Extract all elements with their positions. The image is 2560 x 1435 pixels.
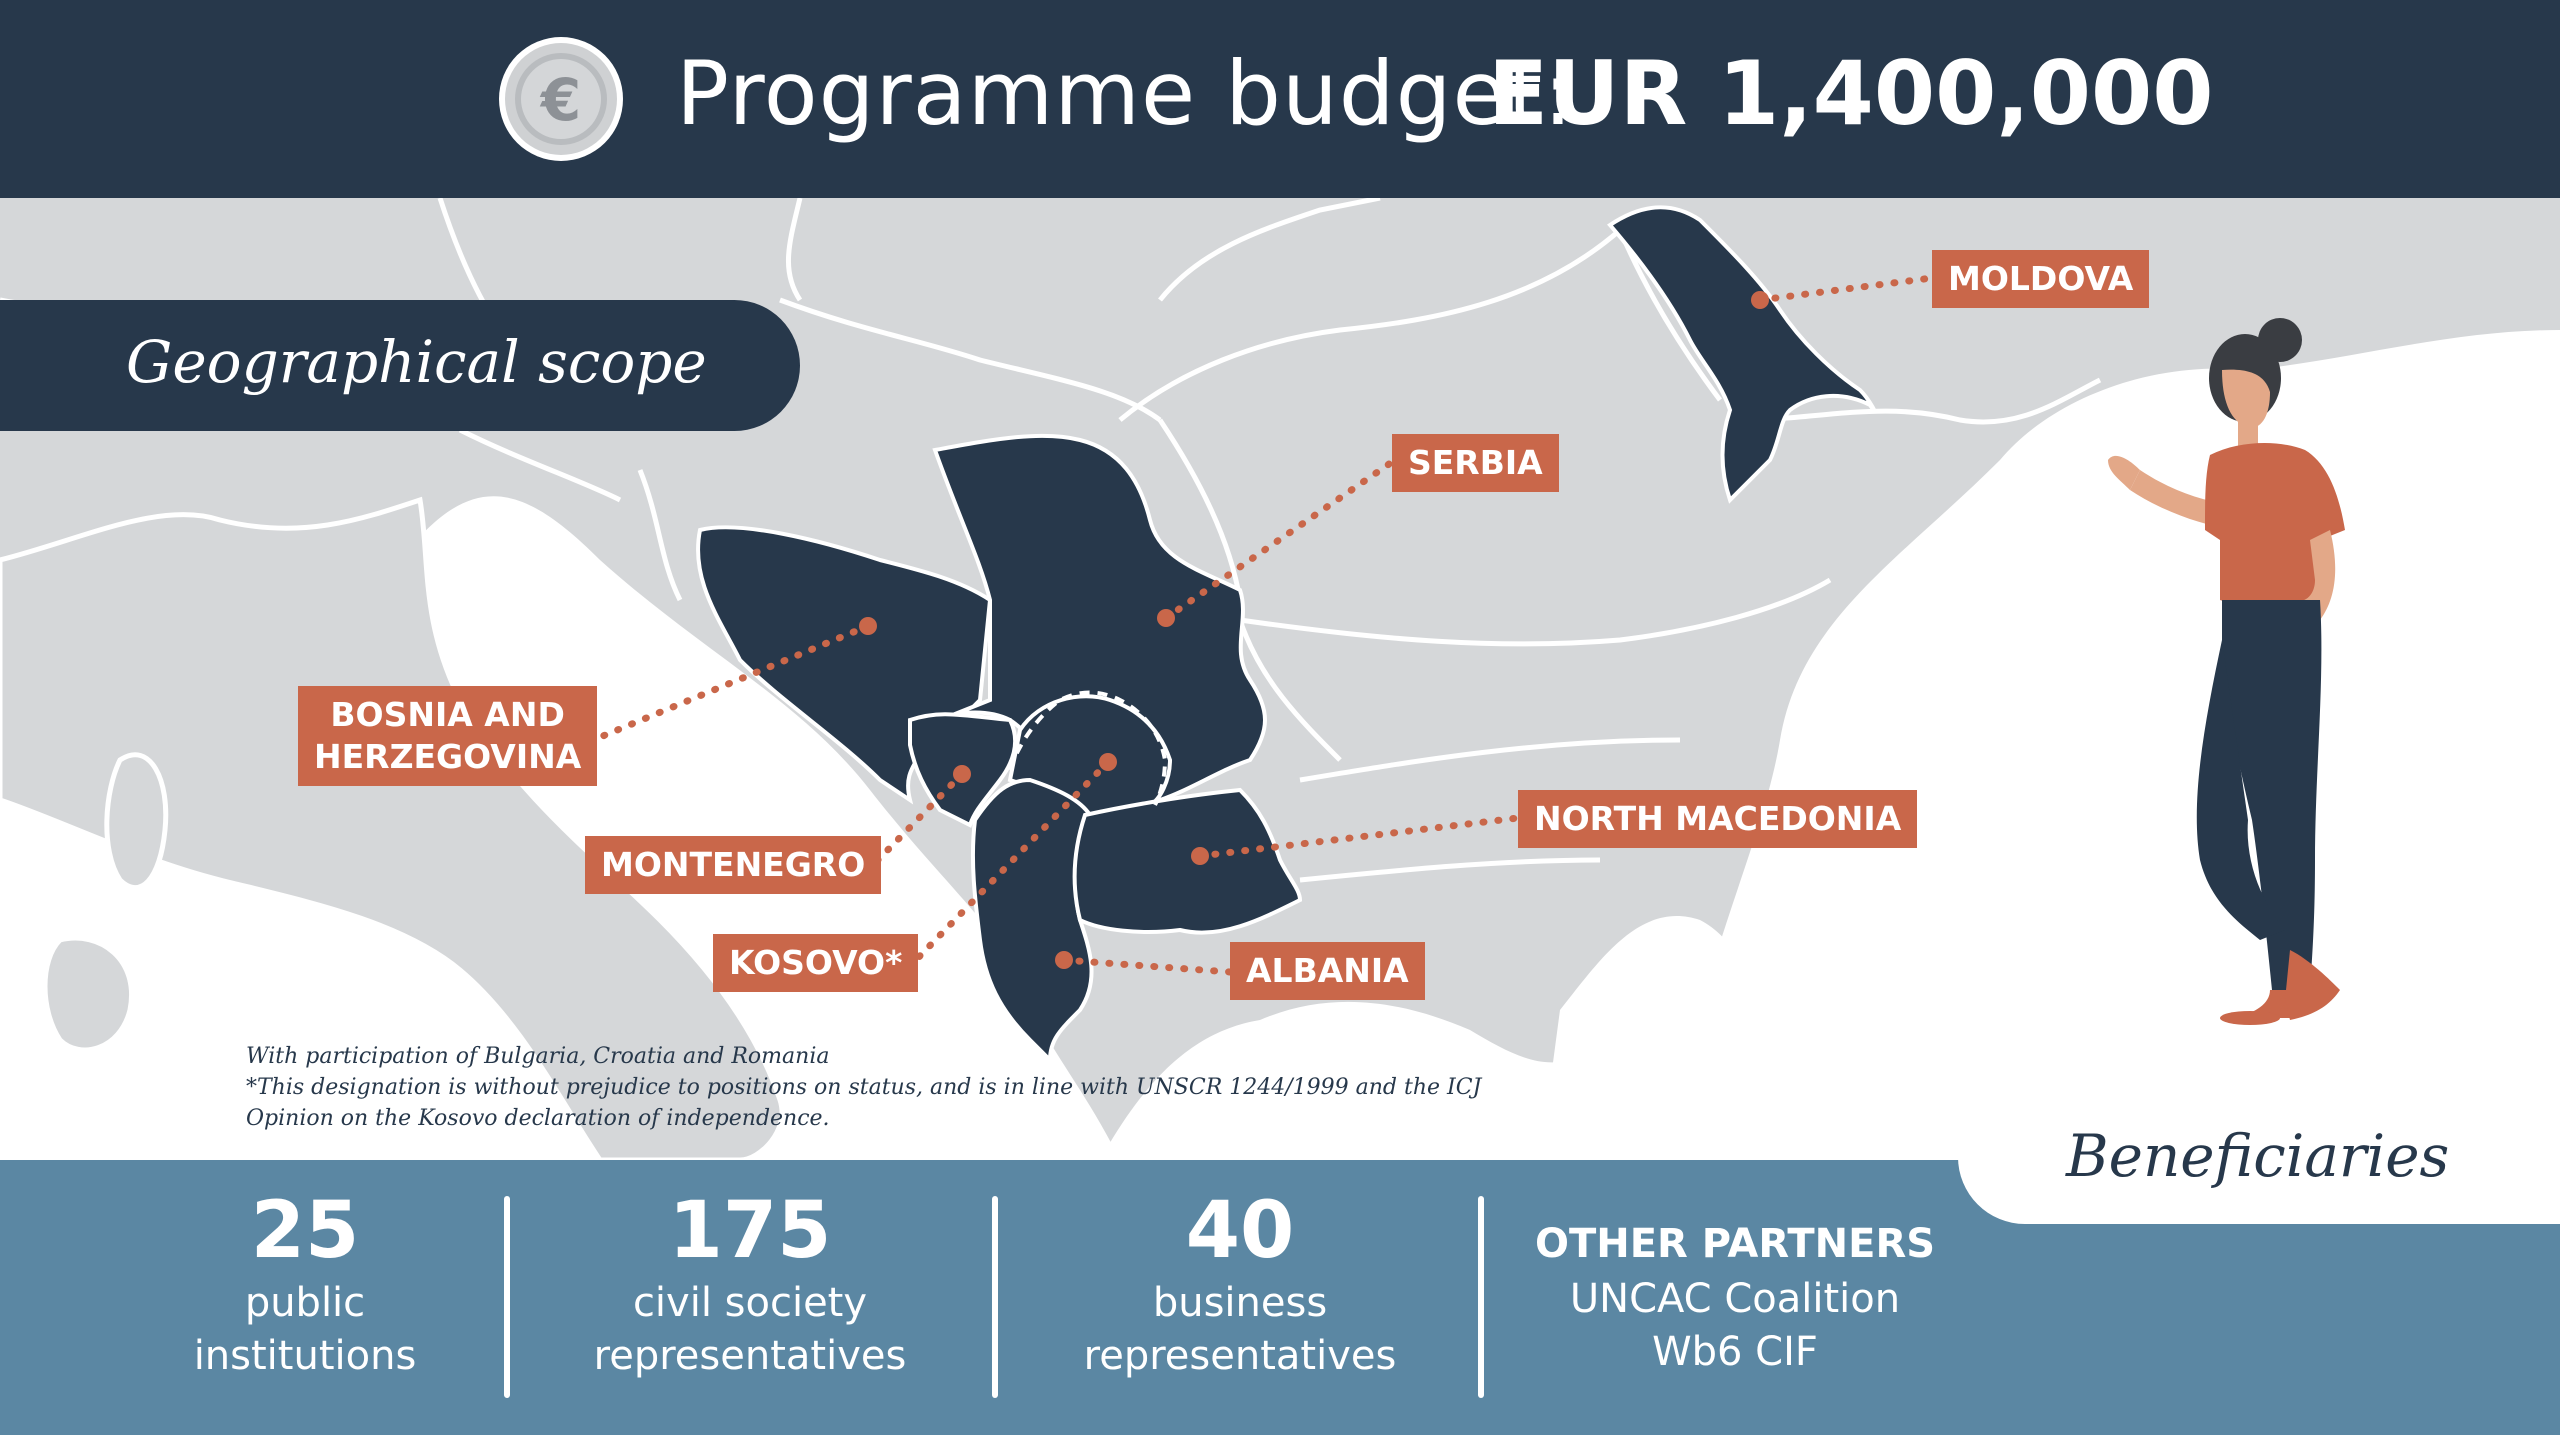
footnote-participation: With participation of Bulgaria, Croatia … — [246, 1044, 830, 1069]
stat-label-line2: representatives — [593, 1333, 907, 1379]
divider — [1478, 1196, 1484, 1398]
kosovo-dashed-border — [1008, 690, 1168, 806]
map-albania — [970, 777, 1094, 1065]
footnote-icj-opinion: Opinion on the Kosovo declaration of ind… — [246, 1106, 830, 1131]
presenter-woman-illustration — [2108, 318, 2345, 1025]
label-albania: ALBANIA — [1230, 942, 1425, 1000]
geographical-scope-title: Geographical scope — [126, 328, 707, 396]
geographical-scope-banner — [0, 300, 800, 431]
label-serbia: SERBIA — [1392, 434, 1559, 492]
euro-coin-icon: € — [499, 37, 623, 161]
svg-text:€: € — [539, 66, 581, 134]
footnote-kosovo-designation: *This designation is without prejudice t… — [246, 1075, 1482, 1100]
beneficiaries-title: Beneficiaries — [2066, 1122, 2450, 1190]
connector-lines — [594, 274, 1936, 976]
label-montenegro: MONTENEGRO — [585, 836, 882, 894]
label-bosnia-line1: BOSNIA AND — [330, 695, 565, 734]
other-partners-heading: OTHER PARTNERS — [1534, 1221, 1936, 1267]
map-moldova — [1607, 205, 1877, 504]
label-north-macedonia: NORTH MACEDONIA — [1518, 790, 1918, 848]
italy-land — [0, 496, 785, 1162]
label-moldova: MOLDOVA — [1932, 250, 2150, 308]
budget-amount: EUR 1,400,000 — [1488, 42, 2214, 145]
stat-label-line1: public — [244, 1280, 366, 1326]
divider — [504, 1196, 510, 1398]
stat-number: 40 — [1185, 1186, 1295, 1276]
beneficiaries-banner — [1958, 1090, 2560, 1224]
partner-wb6-cif: Wb6 CIF — [1652, 1329, 1818, 1375]
stat-number: 175 — [668, 1186, 832, 1276]
divider — [992, 1196, 998, 1398]
budget-label: Programme budget: — [676, 42, 1574, 145]
stat-number: 25 — [250, 1186, 360, 1276]
stat-civil-society: 175 civil society representatives — [540, 1185, 960, 1383]
header-bar — [0, 0, 2560, 198]
partner-uncac-coalition: UNCAC Coalition — [1569, 1276, 1901, 1322]
other-partners: OTHER PARTNERS UNCAC Coalition Wb6 CIF — [1510, 1185, 1960, 1379]
stat-label-line1: civil society — [632, 1280, 868, 1326]
stat-label-line2: representatives — [1083, 1333, 1397, 1379]
balkans-map — [0, 198, 2560, 1162]
map-north-macedonia — [1072, 787, 1303, 935]
connector-dots — [859, 291, 1769, 969]
stat-label-line2: institutions — [193, 1333, 417, 1379]
stat-public-institutions: 25 public institutions — [120, 1185, 490, 1383]
map-serbia — [932, 433, 1267, 817]
stat-business: 40 business representatives — [1030, 1185, 1450, 1383]
label-bosnia-and-herzegovina: BOSNIA AND HERZEGOVINA — [298, 686, 598, 786]
label-bosnia-line2: HERZEGOVINA — [314, 737, 582, 776]
label-kosovo: KOSOVO* — [713, 934, 919, 992]
stat-label-line1: business — [1152, 1280, 1328, 1326]
